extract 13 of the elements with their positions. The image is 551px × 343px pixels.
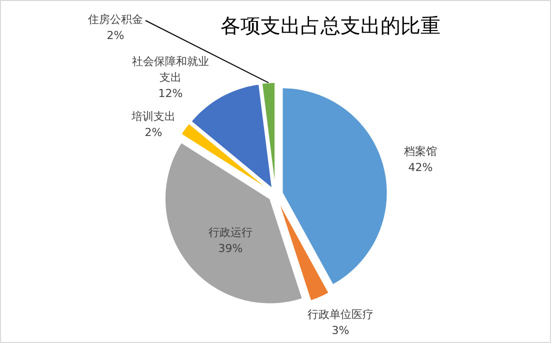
slice-label: 培训支出: [130, 110, 176, 123]
data-label: 3%: [332, 324, 350, 337]
data-label: 2%: [106, 29, 124, 42]
slice-label: 住房公积金: [88, 13, 143, 26]
slice-label: 社会保障和就业支出: [132, 55, 209, 84]
data-label: 12%: [158, 87, 183, 100]
data-label: 39%: [218, 242, 243, 255]
chart-title: 各项支出占总支出的比重: [220, 14, 440, 38]
slice-label: 行政单位医疗: [308, 308, 374, 321]
slice-label: 档案馆: [403, 145, 437, 158]
data-label: 2%: [144, 126, 162, 139]
slice-label: 行政运行: [208, 226, 252, 239]
data-label: 42%: [408, 161, 433, 174]
